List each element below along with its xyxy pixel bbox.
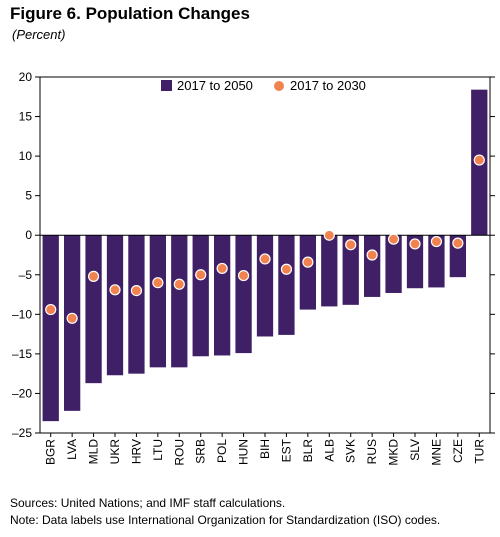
dot-mne: [430, 235, 443, 248]
x-tick-label: UKR: [108, 439, 122, 465]
dot-blr: [302, 256, 314, 268]
dot-bgr: [45, 303, 57, 316]
y-tick-label: 0: [25, 228, 32, 242]
x-tick-label: MLD: [87, 439, 101, 465]
x-tick-label: BGR: [44, 439, 58, 465]
x-tick-label: MNE: [429, 439, 443, 466]
dot-lva: [66, 312, 78, 324]
bar-blr: [299, 235, 316, 310]
x-tick-label: SLV: [408, 439, 422, 461]
bar-bgr: [42, 235, 59, 422]
dot-mld: [87, 270, 100, 282]
bar-est: [278, 235, 295, 335]
dot-slv: [409, 238, 421, 250]
dot-mkd: [387, 233, 400, 245]
population-chart: 20 15 10 5 0 –5 –10 –15 –20 –25 BGR LVA MLD UKR HRV LTU…: [12, 70, 495, 466]
sources-note: Sources: United Nations; and IMF staff c…: [10, 496, 286, 510]
bar-ltu: [149, 235, 166, 368]
figure-title: Figure 6. Population Changes: [10, 4, 250, 23]
x-tick-label: POL: [215, 439, 229, 463]
iso-note: Note: Data labels use International Orga…: [10, 513, 441, 527]
y-tick-label: 5: [25, 189, 32, 203]
bar-hrv: [128, 235, 145, 374]
bar-alb: [321, 235, 338, 307]
dot-pol: [216, 262, 228, 275]
dot-hun: [237, 269, 250, 282]
bar-rus: [364, 235, 381, 297]
dot-srb: [195, 269, 207, 281]
bar-mne: [428, 235, 445, 288]
x-tick-label: SRB: [194, 439, 208, 464]
bar-pol: [214, 235, 231, 356]
x-tick-label: BLR: [301, 439, 315, 463]
y-tick-label: –20: [12, 386, 32, 400]
y-tick-label: 15: [19, 110, 33, 124]
dot-rou: [173, 278, 185, 290]
legend-dot-label: 2017 to 2030: [290, 78, 366, 93]
y-tick-label: –5: [19, 268, 33, 282]
dot-ukr: [109, 284, 121, 296]
dot-bih: [259, 253, 271, 265]
dot-svk: [345, 239, 357, 251]
x-tick-label: CZE: [451, 439, 465, 463]
bar-hun: [235, 235, 252, 354]
y-tick-label: 20: [19, 70, 33, 84]
y-tick-label: –10: [12, 307, 32, 321]
bar-mkd: [385, 235, 402, 293]
legend-dot-swatch: [274, 81, 284, 91]
x-tick-label: SVK: [344, 439, 358, 463]
y-tick-label: 10: [19, 149, 33, 163]
figure-subtitle: (Percent): [12, 27, 66, 42]
x-tick-label: BIH: [258, 439, 272, 459]
bar-mld: [85, 235, 102, 384]
x-tick-label: ROU: [172, 439, 186, 466]
bar-ukr: [106, 235, 124, 376]
bar-srb: [192, 235, 209, 357]
dot-hrv: [130, 285, 143, 297]
bar-svk: [342, 235, 359, 305]
bar-rou: [171, 235, 188, 368]
legend-bar-swatch: [161, 80, 172, 91]
dot-alb: [323, 229, 335, 241]
x-tick-label: LTU: [151, 439, 165, 461]
dot-rus: [366, 249, 378, 261]
dot-ltu: [152, 277, 164, 289]
x-tick-label: EST: [279, 438, 293, 462]
x-tick-label: TUR: [472, 439, 486, 464]
x-tick-label: ALB: [322, 439, 336, 462]
legend-bar-label: 2017 to 2050: [177, 78, 253, 93]
x-tick-label: MKD: [387, 439, 401, 466]
dot-est: [280, 263, 293, 275]
y-tick-label: –15: [12, 347, 32, 361]
x-tick-label: LVA: [65, 439, 79, 460]
bar-bih: [256, 235, 274, 337]
x-tick-label: HRV: [129, 439, 143, 464]
y-tick-label: –25: [12, 426, 32, 440]
dot-tur: [473, 154, 485, 166]
dot-cze: [452, 237, 464, 249]
x-tick-label: RUS: [365, 439, 379, 464]
bar-slv: [406, 235, 424, 289]
x-tick-label: HUN: [237, 439, 251, 465]
footnotes: Sources: United Nations; and IMF staff c…: [10, 495, 440, 529]
